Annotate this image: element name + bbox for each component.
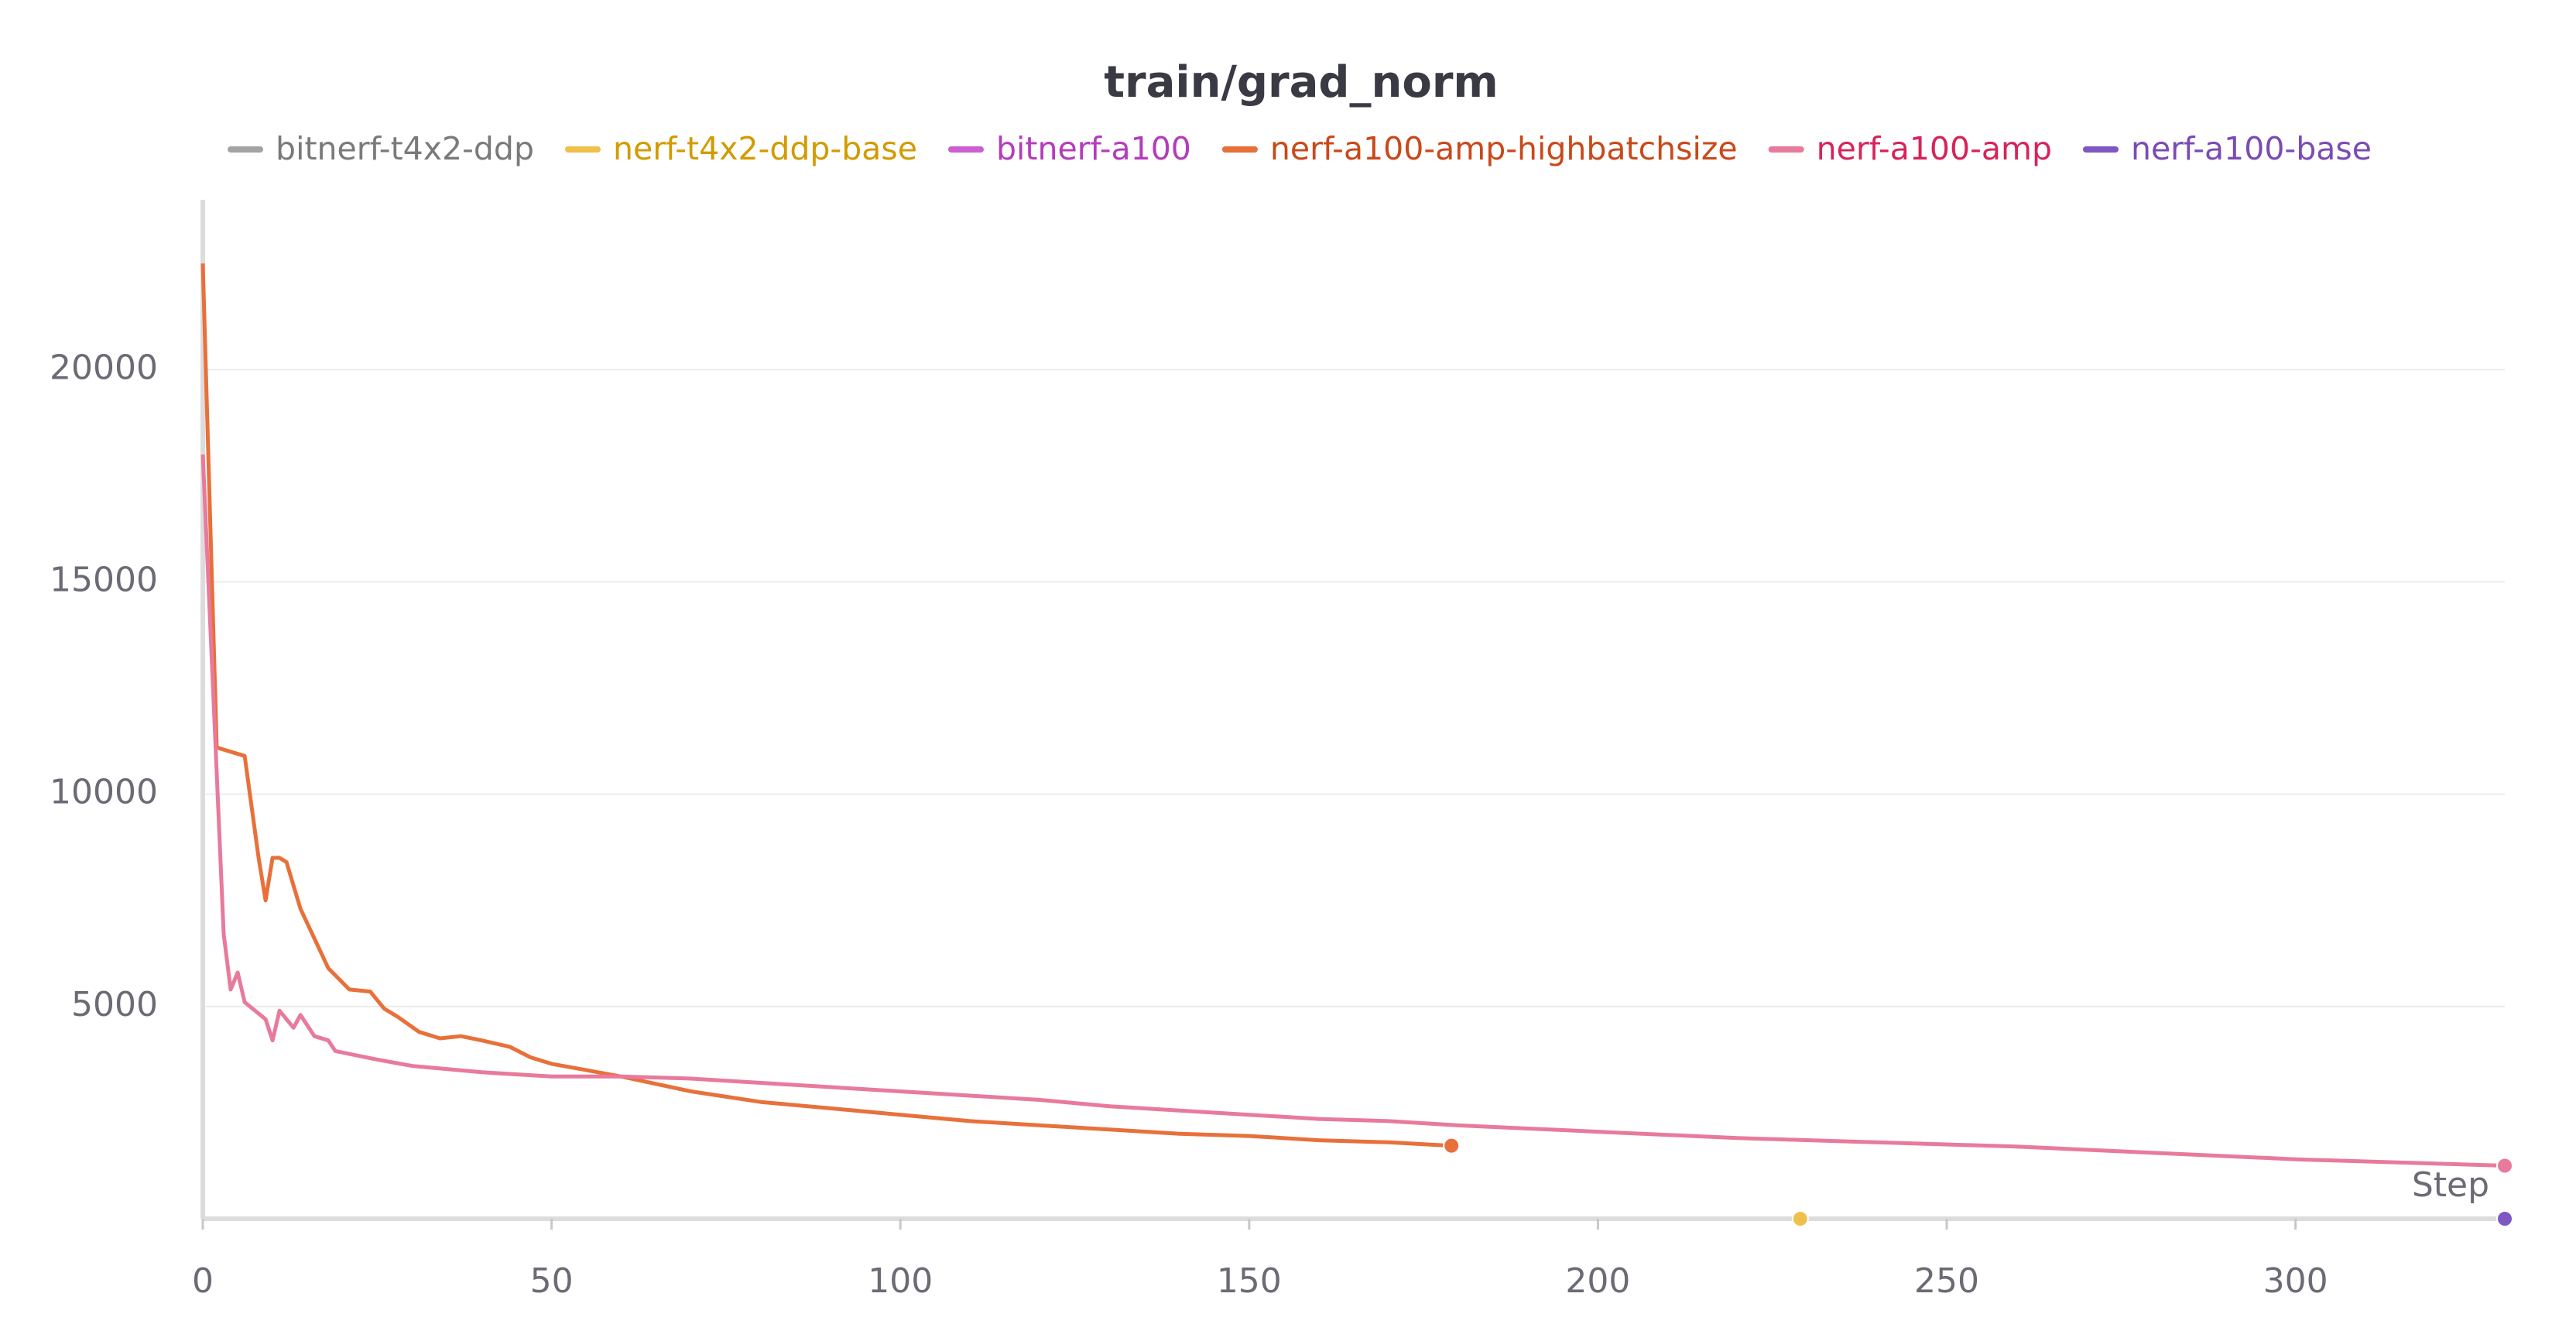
- legend-label: bitnerf-a100: [996, 130, 1191, 167]
- end-point: [2496, 1210, 2513, 1227]
- legend-label: nerf-a100-amp-highbatchsize: [1270, 130, 1738, 167]
- x-tick-label: 50: [530, 1261, 574, 1301]
- x-axis-label: Step: [2412, 1165, 2489, 1205]
- y-tick-label: 20000: [50, 348, 158, 387]
- series-line: [200, 454, 2506, 1168]
- end-point: [1443, 1137, 1461, 1154]
- y-tick-label: 15000: [50, 561, 158, 600]
- series-line: [200, 263, 1452, 1148]
- y-tick-label: 10000: [50, 773, 158, 812]
- legend: bitnerf-t4x2-ddp nerf-t4x2-ddp-base bitner…: [228, 130, 2372, 167]
- x-tick-label: 300: [2263, 1261, 2328, 1301]
- end-point: [1791, 1210, 1809, 1227]
- legend-label: nerf-t4x2-ddp-base: [613, 130, 917, 167]
- y-tick-label: 5000: [71, 985, 158, 1024]
- x-tick-label: 150: [1217, 1261, 1282, 1301]
- legend-label: bitnerf-t4x2-ddp: [276, 130, 534, 167]
- legend-label: nerf-a100-amp: [1817, 130, 2052, 167]
- x-tick-label: 250: [1914, 1261, 1979, 1301]
- x-tick-label: 0: [192, 1261, 214, 1301]
- chart-title: train/grad_norm: [1104, 57, 1499, 108]
- end-point: [2496, 1157, 2513, 1175]
- legend-label: nerf-a100-base: [2131, 130, 2372, 167]
- x-tick-label: 200: [1565, 1261, 1630, 1301]
- x-tick-label: 100: [868, 1261, 933, 1301]
